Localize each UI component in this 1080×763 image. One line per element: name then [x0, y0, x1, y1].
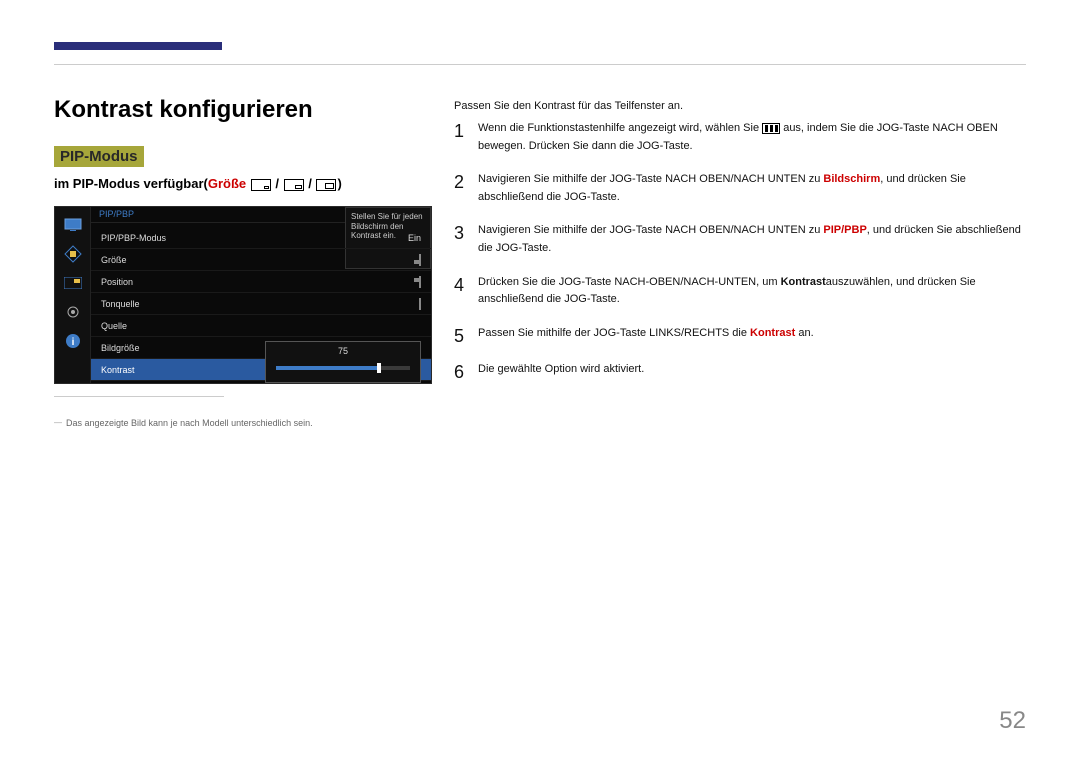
osd-main: PIP/PBP Stellen Sie für jeden Bildschirm…	[91, 207, 431, 383]
step-number: 1	[454, 120, 478, 155]
osd-row-value: Ein	[408, 233, 421, 243]
osd-row-value-icon	[419, 255, 421, 265]
size-icon-medium	[284, 179, 304, 191]
sub-heading-size-label: Größe	[208, 176, 246, 191]
contrast-slider-popup: 75	[265, 341, 421, 383]
osd-row-label: Tonquelle	[101, 299, 140, 309]
step-text: Navigieren Sie mithilfe der JOG-Taste NA…	[478, 171, 1026, 206]
svg-text:i: i	[71, 337, 74, 348]
sub-heading-prefix: im PIP-Modus verfügbar(	[54, 176, 208, 191]
slider-handle[interactable]	[377, 363, 381, 373]
step-number: 6	[454, 361, 478, 381]
step-1: 1 Wenn die Funktionstastenhilfe angezeig…	[454, 120, 1026, 155]
slider-fill	[276, 366, 377, 370]
step-number: 4	[454, 274, 478, 309]
step-number: 2	[454, 171, 478, 206]
steps-list: 1 Wenn die Funktionstastenhilfe angezeig…	[454, 120, 1026, 397]
info-icon[interactable]: i	[62, 330, 84, 352]
slider-track[interactable]	[276, 366, 410, 370]
sub-heading: im PIP-Modus verfügbar(Größe / / )	[54, 176, 342, 191]
disclaimer-text: Das angezeigte Bild kann je nach Modell …	[54, 418, 313, 428]
osd-row-value-icon	[419, 299, 421, 309]
step-4: 4 Drücken Sie die JOG-Taste NACH-OBEN/NA…	[454, 274, 1026, 309]
osd-row-pipmode[interactable]: PIP/PBP-Modus Ein	[91, 227, 431, 249]
osd-row-label: Größe	[101, 255, 127, 265]
pip-layout-icon[interactable]	[62, 272, 84, 294]
step-text: Drücken Sie die JOG-Taste NACH-OBEN/NACH…	[478, 274, 1026, 309]
intro-text: Passen Sie den Kontrast für das Teilfens…	[454, 100, 683, 112]
step-3: 3 Navigieren Sie mithilfe der JOG-Taste …	[454, 222, 1026, 257]
step-text: Die gewählte Option wird aktiviert.	[478, 361, 644, 381]
page-title: Kontrast konfigurieren	[54, 96, 313, 124]
step-number: 3	[454, 222, 478, 257]
gear-icon[interactable]	[62, 301, 84, 323]
osd-row-value-icon	[419, 277, 421, 287]
osd-row-label: PIP/PBP-Modus	[101, 233, 166, 243]
step-6: 6 Die gewählte Option wird aktiviert.	[454, 361, 1026, 381]
disclaimer-divider	[54, 396, 224, 397]
step-number: 5	[454, 325, 478, 345]
step-5: 5 Passen Sie mithilfe der JOG-Taste LINK…	[454, 325, 1026, 345]
osd-row-label: Bildgröße	[101, 343, 140, 353]
step-text: Navigieren Sie mithilfe der JOG-Taste NA…	[478, 222, 1026, 257]
header-divider	[54, 64, 1026, 65]
osd-row-quelle[interactable]: Quelle	[91, 315, 431, 337]
size-icon-small	[251, 179, 271, 191]
slider-value: 75	[266, 342, 420, 356]
sub-heading-suffix: )	[337, 176, 341, 191]
osd-row-label: Quelle	[101, 321, 127, 331]
step-text: Passen Sie mithilfe der JOG-Taste LINKS/…	[478, 325, 814, 345]
page-number: 52	[999, 707, 1026, 735]
osd-row-position[interactable]: Position	[91, 271, 431, 293]
osd-row-label: Position	[101, 277, 133, 287]
monitor-icon[interactable]	[62, 214, 84, 236]
osd-panel: i PIP/PBP Stellen Sie für jeden Bildschi…	[54, 206, 432, 384]
size-icon-large	[316, 179, 336, 191]
step-text: Wenn die Funktionstastenhilfe angezeigt …	[478, 120, 1026, 155]
osd-row-size[interactable]: Größe	[91, 249, 431, 271]
header-accent-bar	[54, 42, 222, 50]
osd-row-tonquelle[interactable]: Tonquelle	[91, 293, 431, 315]
nav-diamond-icon[interactable]	[62, 243, 84, 265]
step-2: 2 Navigieren Sie mithilfe der JOG-Taste …	[454, 171, 1026, 206]
osd-sidebar: i	[55, 207, 91, 383]
menu-function-icon	[762, 123, 780, 134]
section-tag: PIP-Modus	[54, 146, 144, 167]
osd-row-label: Kontrast	[101, 365, 135, 375]
